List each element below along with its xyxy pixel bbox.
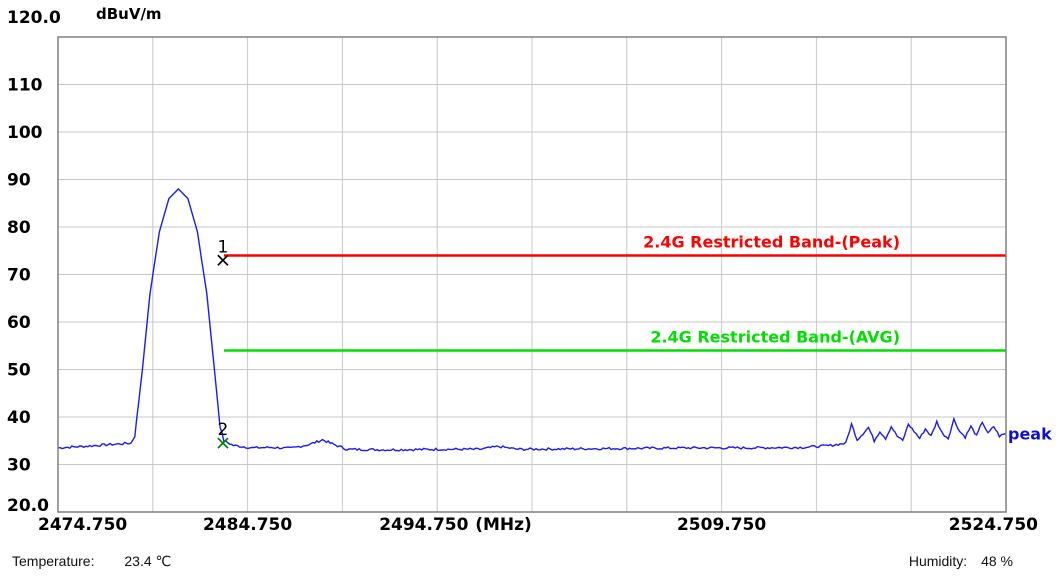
grid-lines [58,37,1006,512]
marker-cross [217,437,229,449]
x-tick-labels: 2474.750 2484.750 2494.750 2509.750 2524.750 [38,515,1038,535]
series-line-peak [57,188,1007,452]
y-tick-label: 100 [7,123,43,143]
x-tick-label: 2524.750 [949,515,1038,535]
y-tick-label: 80 [7,218,31,238]
marker-number: 2 [217,420,228,440]
y-tick-label: 70 [7,266,31,286]
humidity-label: Humidity: [908,553,968,569]
markers-group: 12 [217,237,229,449]
limit-label-avg: 2.4G Restricted Band-(AVG) [650,328,900,347]
humidity-readout: Humidity: 48 % [909,553,1013,569]
humidity-value: 48 % [981,553,1013,569]
limit-label-peak: 2.4G Restricted Band-(Peak) [643,233,900,252]
x-tick-label: 2509.750 [677,515,766,535]
x-tick-label: 2494.750 [379,515,468,535]
plot-frame [57,36,1007,513]
y-axis-label: dBuV/m [96,5,162,23]
marker-2: 2 [217,420,229,449]
trace-label-peak: peak [1008,425,1052,444]
limit-lines: 2.4G Restricted Band-(Peak) 2.4G Restrict… [223,233,1006,352]
series-group [57,188,1007,452]
x-tick-label: 2484.750 [203,515,292,535]
y-tick-label: 90 [7,171,31,191]
marker-number: 1 [217,237,228,257]
temperature-value: 23.4 ℃ [124,553,172,569]
x-tick-label: 2474.750 [38,515,127,535]
y-tick-label: 40 [7,408,31,428]
temperature-readout: Temperature: 23.4 ℃ [12,553,171,570]
y-tick-label: 60 [7,313,31,333]
y-tick-label: 110 [7,76,43,96]
y-tick-label: 120.0 [7,8,61,28]
marker-1: 1 [217,237,229,266]
temperature-label: Temperature: [12,553,95,569]
marker-cross [217,254,229,266]
y-tick-label: 50 [7,361,31,381]
y-tick-label: 30 [7,456,31,476]
y-tick-label: 20.0 [7,496,49,516]
y-tick-labels: 120.0 110 100 90 80 70 60 50 40 30 20.0 [7,8,61,516]
x-axis-unit-label: (MHz) [475,515,532,535]
